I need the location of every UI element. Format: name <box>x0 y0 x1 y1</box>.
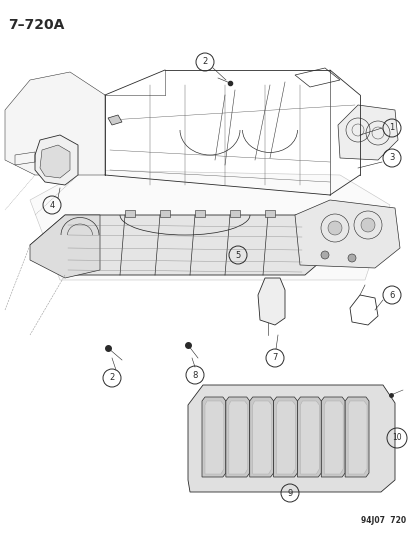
Text: 2: 2 <box>202 58 207 67</box>
Polygon shape <box>273 397 297 477</box>
Polygon shape <box>40 145 70 178</box>
Polygon shape <box>276 401 295 474</box>
Polygon shape <box>300 401 318 474</box>
Text: 7: 7 <box>272 353 277 362</box>
Text: 3: 3 <box>388 154 394 163</box>
Text: 1: 1 <box>389 124 394 133</box>
Circle shape <box>327 221 341 235</box>
Polygon shape <box>30 170 389 280</box>
Polygon shape <box>252 401 271 474</box>
Polygon shape <box>320 397 344 477</box>
Polygon shape <box>257 278 284 325</box>
Text: 5: 5 <box>235 251 240 260</box>
Polygon shape <box>195 210 204 217</box>
Polygon shape <box>264 210 274 217</box>
Polygon shape <box>225 397 249 477</box>
Polygon shape <box>337 105 397 160</box>
Polygon shape <box>30 215 339 275</box>
Polygon shape <box>228 401 247 474</box>
Polygon shape <box>202 397 225 477</box>
Text: 2: 2 <box>109 374 114 383</box>
Polygon shape <box>125 210 135 217</box>
Text: 9: 9 <box>287 489 292 497</box>
Text: 8: 8 <box>192 370 197 379</box>
Polygon shape <box>323 401 342 474</box>
Polygon shape <box>188 385 394 492</box>
Polygon shape <box>294 200 399 268</box>
Polygon shape <box>344 397 368 477</box>
Circle shape <box>320 251 328 259</box>
Polygon shape <box>35 135 78 185</box>
Polygon shape <box>108 115 122 125</box>
Polygon shape <box>249 397 273 477</box>
Text: 7–720A: 7–720A <box>8 18 64 32</box>
Polygon shape <box>297 397 320 477</box>
Polygon shape <box>347 401 366 474</box>
Polygon shape <box>230 210 240 217</box>
Text: 4: 4 <box>49 200 55 209</box>
Polygon shape <box>30 215 100 278</box>
Polygon shape <box>159 210 170 217</box>
Circle shape <box>347 254 355 262</box>
Text: 10: 10 <box>391 433 401 442</box>
Polygon shape <box>5 72 105 175</box>
Text: 94J07  720: 94J07 720 <box>360 516 405 525</box>
Polygon shape <box>204 401 223 474</box>
Circle shape <box>360 218 374 232</box>
Text: 6: 6 <box>388 290 394 300</box>
